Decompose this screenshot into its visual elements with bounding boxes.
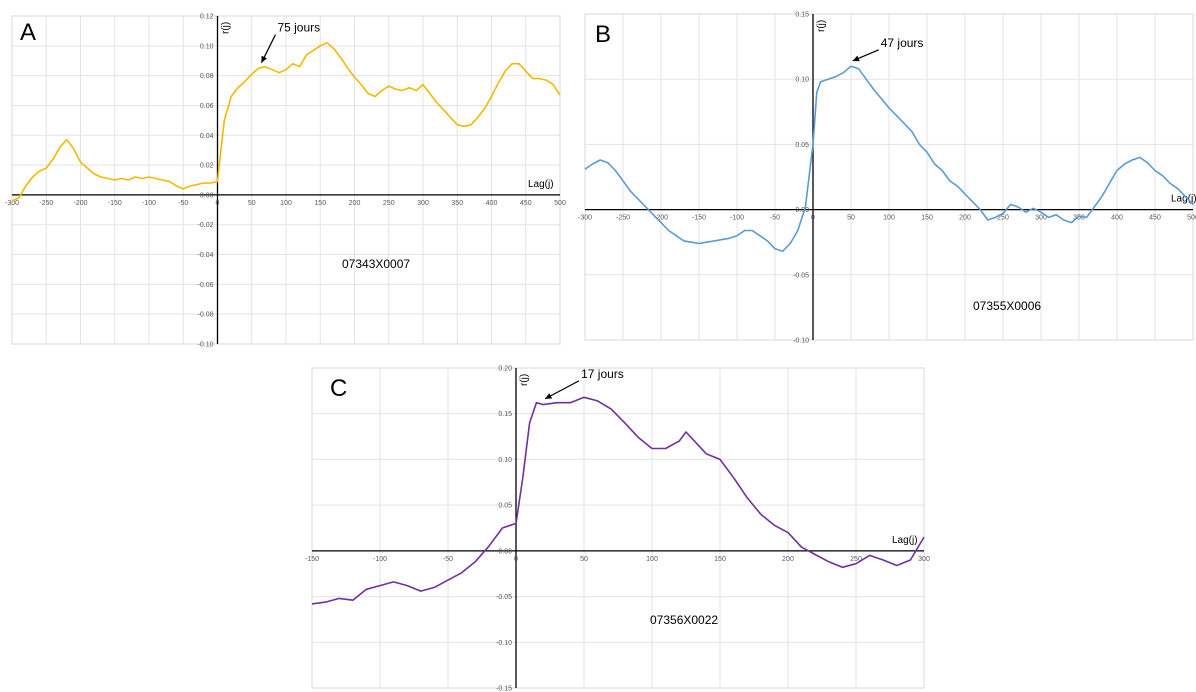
- x-tick-label: -150: [108, 200, 122, 207]
- x-tick-label: 100: [280, 200, 292, 207]
- x-axis-label: Lag(j): [528, 179, 554, 190]
- y-axis-label: r(j): [221, 22, 232, 34]
- x-tick-label: 250: [850, 556, 862, 563]
- x-tick-label: -250: [616, 215, 630, 222]
- y-axis-label: r(j): [519, 374, 530, 386]
- station-label: 07355X0006: [973, 299, 1041, 313]
- x-tick-label: -100: [373, 556, 387, 563]
- x-tick-label: 250: [383, 200, 395, 207]
- x-tick-label: -150: [692, 215, 706, 222]
- chart-panel-c: -150 -100 -50 0 50 100 150 200 250 300 0.20 0.15 0.1…: [305, 366, 930, 692]
- annotation-label: 17 jours: [581, 367, 624, 381]
- station-label: 07356X0022: [650, 613, 718, 627]
- x-tick-label: -100: [730, 215, 744, 222]
- y-tick-label: -0.15: [496, 686, 512, 692]
- x-tick-label: -50: [443, 556, 453, 563]
- y-tick-label: -0.08: [198, 312, 214, 319]
- plot-frame: [584, 13, 1194, 341]
- x-tick-label: -200: [73, 200, 87, 207]
- panel-letter: A: [20, 19, 36, 46]
- chart-panel-a: -300 -250 -200 -150 -100 -50 0 50 100 150 200 250 30…: [5, 14, 566, 349]
- x-tick-label: 500: [554, 200, 566, 207]
- x-tick-label: 100: [883, 215, 895, 222]
- y-tick-label: 0.00: [200, 192, 214, 199]
- annotation-arrowhead: [545, 393, 553, 399]
- y-tick-label: -0.05: [496, 594, 512, 601]
- x-tick-label: -150: [305, 556, 319, 563]
- y-tick-label: 0.05: [795, 142, 809, 149]
- x-tick-label: 200: [349, 200, 361, 207]
- y-tick-label: 0.06: [200, 103, 214, 110]
- x-tick-label: 500: [1187, 215, 1196, 222]
- y-tick-label: 0.10: [498, 457, 512, 464]
- x-tick-label: 350: [1073, 215, 1085, 222]
- x-tick-label: 0: [514, 556, 518, 563]
- plot-frame: [11, 15, 561, 345]
- x-tick-label: 400: [486, 200, 498, 207]
- y-axis-label: r(j): [816, 20, 827, 32]
- y-tick-label: 0.10: [200, 43, 214, 50]
- x-tick-label: -250: [39, 200, 53, 207]
- x-tick-label: -50: [770, 215, 780, 222]
- x-tick-label: 250: [997, 215, 1009, 222]
- station-label: 07343X0007: [342, 257, 410, 271]
- annotation-arrowhead: [261, 55, 267, 63]
- y-tick-label: 0.04: [200, 133, 214, 140]
- y-tick-label: 0.10: [795, 77, 809, 84]
- x-tick-label: 150: [921, 215, 933, 222]
- annotation-arrow: [544, 380, 580, 400]
- y-tick-label: 0.08: [200, 73, 214, 80]
- x-tick-label: 400: [1111, 215, 1123, 222]
- x-tick-label: 450: [520, 200, 532, 207]
- chart-panel-b: -300 -250 -200 -150 -100 -50 0 50 100 150 200 250 30…: [578, 12, 1196, 345]
- x-tick-label: 200: [782, 556, 794, 563]
- x-tick-label: 200: [959, 215, 971, 222]
- y-tick-label: -0.10: [198, 342, 214, 349]
- panel-letter: C: [330, 375, 347, 402]
- annotation-label: 75 jours: [277, 21, 320, 35]
- plot-frame: [311, 367, 925, 689]
- y-tick-label: 0.00: [498, 548, 512, 555]
- y-tick-label: 0.20: [498, 366, 512, 373]
- x-tick-label: 50: [847, 215, 855, 222]
- y-tick-label: -0.02: [198, 222, 214, 229]
- x-tick-label: 350: [451, 200, 463, 207]
- y-tick-label: -0.10: [793, 338, 809, 345]
- x-tick-label: 150: [314, 200, 326, 207]
- annotation-label: 47 jours: [881, 36, 924, 50]
- y-tick-label: -0.05: [793, 272, 809, 279]
- x-tick-label: 450: [1149, 215, 1161, 222]
- x-tick-label: 50: [248, 200, 256, 207]
- x-tick-label: 0: [811, 215, 815, 222]
- x-tick-label: -300: [578, 215, 592, 222]
- x-tick-label: 300: [417, 200, 429, 207]
- x-tick-label: 100: [646, 556, 658, 563]
- series-line: [311, 396, 925, 605]
- y-tick-label: 0.02: [200, 163, 214, 170]
- y-tick-label: -0.10: [496, 640, 512, 647]
- x-tick-label: -100: [142, 200, 156, 207]
- y-tick-label: 0.05: [498, 503, 512, 510]
- x-tick-label: 150: [714, 556, 726, 563]
- y-tick-label: 0.00: [795, 207, 809, 214]
- annotation-arrowhead: [852, 55, 860, 62]
- x-tick-label: 300: [1035, 215, 1047, 222]
- panel-letter: B: [595, 21, 611, 48]
- series-line: [11, 41, 561, 202]
- y-tick-label: 0.12: [200, 14, 214, 21]
- y-tick-label: 0.15: [498, 411, 512, 418]
- y-tick-label: -0.06: [198, 282, 214, 289]
- x-axis-label: Lag(j): [892, 535, 918, 546]
- series-line: [584, 65, 1194, 253]
- x-tick-label: -200: [654, 215, 668, 222]
- y-tick-label: -0.04: [198, 252, 214, 259]
- x-tick-label: 0: [216, 200, 220, 207]
- x-tick-label: -300: [5, 200, 19, 207]
- x-axis-label: Lag(j): [1171, 194, 1196, 205]
- x-tick-label: -50: [178, 200, 188, 207]
- y-tick-label: 0.15: [795, 12, 809, 19]
- x-tick-label: 300: [918, 556, 930, 563]
- x-tick-label: 50: [580, 556, 588, 563]
